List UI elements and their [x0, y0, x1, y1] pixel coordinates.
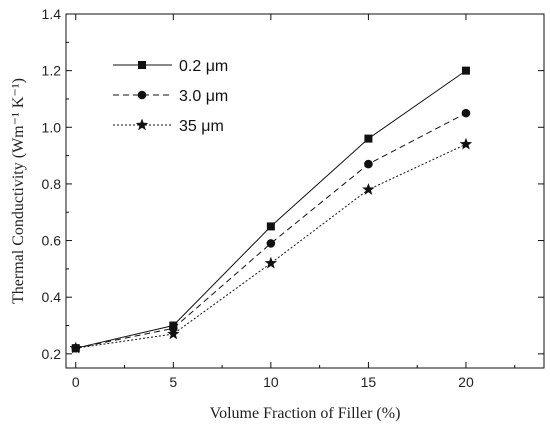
legend-label: 35 μm	[179, 118, 224, 135]
data-point	[69, 341, 82, 354]
y-tick-label: 1.2	[42, 63, 62, 79]
series-line	[75, 143, 467, 349]
plot-frame	[65, 13, 545, 369]
y-axis-label: Thermal Conductivity (Wm⁻¹ K⁻¹)	[10, 78, 27, 304]
y-tick-label: 1.0	[42, 119, 62, 135]
series-2	[71, 108, 471, 353]
data-point	[364, 134, 373, 143]
data-point	[362, 183, 375, 195]
x-axis-label: Volume Fraction of Filler (%)	[210, 405, 401, 422]
y-tick-label: 0.8	[42, 176, 62, 192]
data-point	[461, 66, 470, 75]
series-1	[71, 66, 470, 353]
series-line	[75, 70, 467, 349]
data-point	[266, 222, 275, 231]
legend-label: 3.0 μm	[179, 88, 228, 105]
data-point	[167, 327, 180, 340]
y-tick-label: 0.6	[42, 233, 62, 249]
legend-marker	[137, 90, 147, 100]
x-tick-label: 20	[458, 374, 474, 390]
y-tick-label: 0.4	[42, 289, 62, 305]
axis-ticks: 0 5 10 15 20 0.2 0.4 0.6 0.8 1.0 1.2 1.4	[42, 6, 544, 390]
legend: 0.2 μm 3.0 μm 35 μm	[113, 58, 228, 135]
data-point	[459, 137, 473, 150]
data-point	[266, 239, 276, 248]
series-3	[69, 137, 473, 354]
series-layer	[69, 66, 473, 354]
x-tick-label: 10	[263, 374, 279, 390]
data-point	[461, 108, 471, 118]
legend-label: 0.2 μm	[179, 58, 228, 75]
legend-marker	[135, 118, 149, 131]
x-tick-label: 0	[72, 374, 80, 390]
y-tick-label: 1.4	[42, 6, 62, 22]
data-point	[264, 256, 278, 269]
x-tick-label: 5	[169, 374, 177, 390]
legend-marker	[138, 61, 146, 69]
data-point	[364, 159, 373, 169]
x-tick-label: 15	[361, 374, 377, 390]
y-tick-label: 0.2	[42, 346, 62, 362]
series-line	[75, 112, 467, 349]
